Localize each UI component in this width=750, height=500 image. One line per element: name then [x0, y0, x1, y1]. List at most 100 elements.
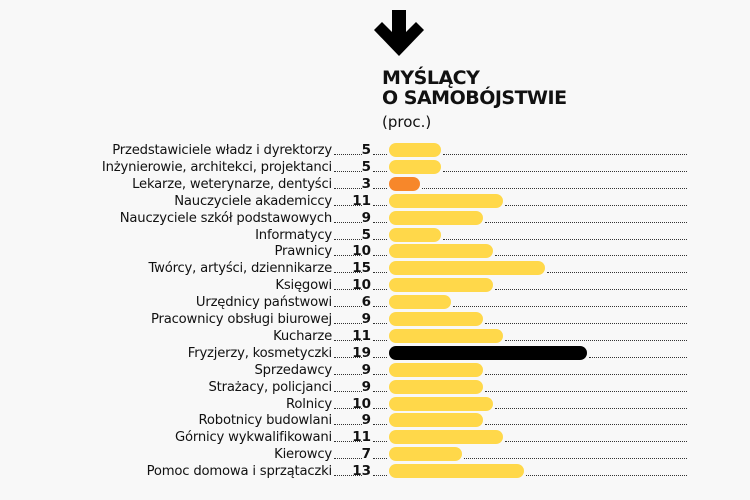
bar [389, 379, 483, 394]
trailing-dots [443, 154, 687, 155]
value-label: 5 [361, 226, 371, 243]
category-label: Robotnicy budowlani [198, 413, 333, 429]
leader-dots [373, 272, 387, 274]
bar [389, 261, 545, 276]
value-label: 5 [361, 158, 371, 175]
bar [389, 193, 503, 208]
category-label: Fryzjerzy, kosmetyczki [187, 345, 332, 361]
bar [389, 159, 441, 174]
leader-dots [334, 154, 362, 155]
leader-dots [334, 204, 362, 206]
value-label: 11 [352, 192, 371, 209]
bar [389, 413, 483, 428]
chart-row: Księgowi 10 [0, 277, 750, 294]
chart-row: Inżynierowie, architekci, projektanci 5 [0, 159, 750, 176]
bar [389, 345, 587, 360]
chart-row: Rolnicy 10 [0, 396, 750, 413]
category-label: Sprzedawcy [254, 362, 333, 378]
bar [389, 295, 451, 310]
leader-dots [334, 221, 362, 223]
chart-row: Nauczyciele akademiccy 11 [0, 193, 750, 210]
leader-dots [373, 441, 387, 443]
value-label: 13 [352, 463, 371, 480]
leader-dots [334, 289, 362, 291]
category-label: Lekarze, weterynarze, dentyści [132, 176, 332, 192]
chart-row: Fryzjerzy, kosmetyczki 19 [0, 345, 750, 362]
trailing-dots [547, 272, 687, 274]
leader-dots [334, 272, 362, 274]
leader-dots [373, 170, 387, 172]
trailing-dots [485, 390, 687, 392]
chart-row: Pomoc domowa i sprzątaczki 13 [0, 463, 750, 480]
trailing-dots [505, 204, 687, 206]
category-label: Górnicy wykwalifikowani [175, 430, 332, 446]
leader-dots [334, 356, 362, 358]
category-label: Kierowcy [274, 447, 332, 463]
category-label: Inżynierowie, architekci, projektanci [101, 159, 332, 175]
leader-dots [373, 255, 387, 257]
leader-dots [334, 373, 362, 375]
category-label: Kucharze [273, 328, 332, 344]
bar [389, 362, 483, 377]
trailing-dots [443, 238, 687, 240]
leader-dots [373, 475, 387, 477]
category-label: Pracownicy obsługi biurowej [151, 312, 332, 327]
leader-dots [373, 323, 387, 324]
leader-dots [373, 204, 387, 206]
chart-row: Kucharze 11 [0, 328, 750, 345]
bar [389, 464, 524, 479]
chart-title: MYŚLĄCY O SAMOBÓJSTWIE [382, 68, 567, 108]
value-label: 10 [352, 243, 371, 260]
category-label: Prawnicy [274, 244, 333, 260]
bar [389, 244, 493, 259]
trailing-dots [495, 289, 687, 291]
bar [389, 447, 462, 462]
category-label: Nauczyciele szkół podstawowych [119, 210, 332, 226]
leader-dots [334, 255, 362, 257]
leader-dots [373, 289, 387, 291]
leader-dots [373, 407, 387, 409]
bar [389, 143, 441, 157]
value-label: 11 [352, 327, 371, 344]
bar [389, 278, 493, 293]
value-label: 9 [361, 412, 371, 429]
category-label: Nauczyciele akademiccy [174, 193, 332, 209]
trailing-dots [485, 424, 687, 426]
category-label: Przedstawiciele władz i dyrektorzy [112, 143, 332, 158]
value-label: 5 [361, 142, 371, 158]
chart-row: Lekarze, weterynarze, dentyści 3 [0, 176, 750, 193]
leader-dots [373, 221, 387, 223]
arrow-down-icon [374, 10, 424, 56]
trailing-dots [495, 407, 687, 409]
bar [389, 396, 493, 411]
trailing-dots [589, 356, 687, 358]
leader-dots [334, 187, 362, 189]
chart-row: Górnicy wykwalifikowani 11 [0, 429, 750, 446]
value-label: 19 [352, 344, 371, 361]
value-label: 7 [361, 446, 371, 463]
chart-row: Strażacy, policjanci 9 [0, 379, 750, 396]
bar [389, 176, 420, 191]
bar [389, 328, 503, 343]
value-label: 15 [352, 260, 371, 277]
category-label: Księgowi [275, 278, 332, 294]
leader-dots [373, 373, 387, 375]
leader-dots [373, 238, 387, 240]
chart-row: Pracownicy obsługi biurowej 9 [0, 311, 750, 328]
trailing-dots [464, 458, 687, 460]
leader-dots [334, 475, 362, 477]
bar [389, 227, 441, 242]
trailing-dots [495, 255, 687, 257]
chart-row: Robotnicy budowlani 9 [0, 412, 750, 429]
value-label: 3 [361, 175, 371, 192]
leader-dots [373, 424, 387, 426]
chart-row: Urzędnicy państwowi 6 [0, 294, 750, 311]
leader-dots [334, 238, 362, 240]
leader-dots [373, 306, 387, 308]
value-label: 9 [361, 361, 371, 378]
trailing-dots [422, 187, 687, 189]
chart-row: Sprzedawcy 9 [0, 362, 750, 379]
category-label: Informatycy [255, 227, 332, 243]
title-line-2: O SAMOBÓJSTWIE [382, 87, 567, 109]
trailing-dots [485, 323, 687, 324]
